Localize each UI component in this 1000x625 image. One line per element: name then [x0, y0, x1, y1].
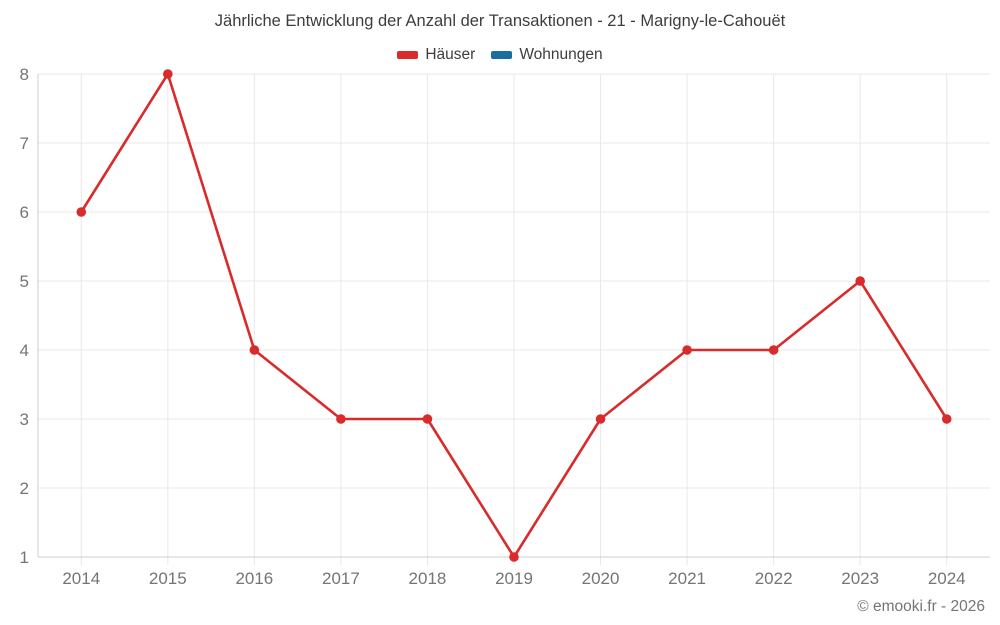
- legend-item-haeuser[interactable]: Häuser: [397, 46, 475, 64]
- legend-swatch-wohnungen: [491, 51, 513, 59]
- data-point: [682, 345, 692, 355]
- data-point: [76, 207, 87, 217]
- x-tick-label: 2021: [668, 569, 706, 588]
- y-tick-label: 5: [20, 272, 29, 291]
- data-point: [768, 345, 779, 355]
- legend-item-wohnungen[interactable]: Wohnungen: [491, 46, 603, 64]
- x-tick-label: 2017: [322, 569, 360, 588]
- legend: Häuser Wohnungen: [0, 46, 1000, 64]
- x-tick-label: 2015: [149, 569, 187, 588]
- data-point: [595, 414, 606, 424]
- data-point: [941, 414, 952, 424]
- legend-label-haeuser: Häuser: [425, 46, 476, 63]
- x-tick-label: 2016: [235, 569, 273, 588]
- data-point: [336, 414, 346, 424]
- data-point: [422, 414, 433, 424]
- copyright-credit: © emooki.fr - 2026: [857, 598, 985, 615]
- y-tick-label: 2: [20, 479, 29, 498]
- y-tick-label: 4: [20, 341, 29, 360]
- legend-swatch-haeuser: [397, 51, 419, 59]
- x-tick-label: 2014: [62, 569, 100, 588]
- chart-title: Jährliche Entwicklung der Anzahl der Tra…: [214, 12, 786, 30]
- data-point: [163, 69, 173, 79]
- x-tick-label: 2020: [582, 569, 620, 588]
- data-point: [509, 552, 519, 562]
- x-tick-label: 2019: [495, 569, 533, 588]
- y-tick-label: 3: [20, 410, 29, 429]
- x-tick-label: 2022: [755, 569, 793, 588]
- x-tick-label: 2023: [841, 569, 879, 588]
- data-point: [855, 276, 865, 286]
- x-tick-label: 2018: [409, 569, 447, 588]
- data-point: [249, 345, 260, 355]
- y-tick-label: 1: [20, 548, 29, 567]
- y-tick-label: 7: [20, 134, 29, 153]
- x-tick-label: 2024: [928, 569, 966, 588]
- y-tick-label: 8: [20, 65, 29, 84]
- y-tick-label: 6: [20, 203, 29, 222]
- legend-label-wohnungen: Wohnungen: [519, 46, 603, 63]
